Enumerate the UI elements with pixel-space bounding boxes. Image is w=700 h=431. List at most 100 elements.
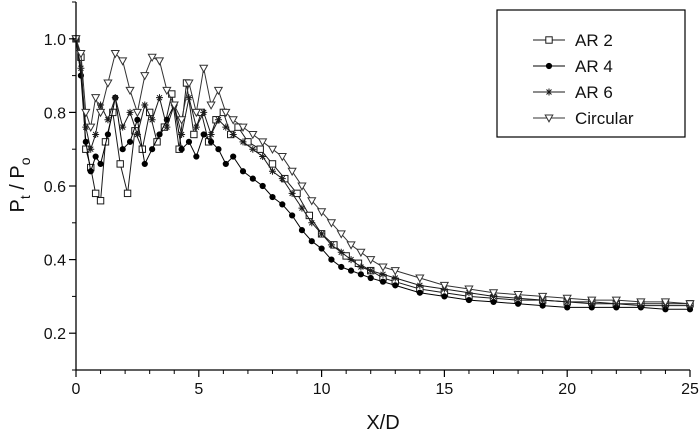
data-point-3-14 (162, 86, 172, 96)
data-point-1-6 (104, 131, 112, 138)
data-point-1-13 (156, 131, 163, 138)
data-point-1-43 (490, 298, 497, 306)
data-point-1-2 (82, 138, 89, 145)
data-point-3-31 (307, 197, 317, 206)
data-point-3-9 (125, 86, 135, 96)
data-point-1-12 (149, 146, 156, 153)
data-point-2-19 (200, 108, 208, 116)
series-line-1 (75, 38, 690, 310)
y-title-p2: P (7, 165, 29, 178)
series-line-2 (75, 38, 690, 307)
data-point-2-13 (156, 94, 164, 102)
data-point-1-19 (200, 131, 207, 138)
legend-marker-0 (545, 36, 553, 44)
data-point-1-5 (97, 160, 104, 168)
data-point-3-46 (562, 294, 572, 304)
data-point-0-8 (116, 160, 124, 168)
data-point-2-20 (207, 130, 215, 138)
data-point-1-9 (126, 138, 134, 145)
data-point-1-35 (347, 267, 355, 274)
data-point-2-39 (391, 274, 399, 282)
legend-marker-1 (545, 62, 553, 70)
data-point-3-49 (636, 298, 646, 307)
y-title-p1: P (7, 199, 29, 212)
data-point-2-26 (259, 153, 267, 161)
data-point-2-30 (298, 204, 306, 212)
legend-marker-2 (545, 88, 553, 96)
data-point-3-48 (611, 296, 621, 305)
data-point-2-6 (104, 116, 112, 124)
data-point-2-27 (268, 167, 276, 175)
legend-entry-3: Circular (533, 109, 634, 128)
data-point-2-4 (92, 130, 100, 138)
data-point-1-25 (249, 175, 256, 182)
legend-entry-1: AR 4 (533, 57, 613, 76)
y-axis-title: Pt / Po (7, 157, 33, 212)
data-point-2-10 (133, 130, 141, 138)
data-point-2-8 (119, 123, 127, 131)
legend-box (496, 9, 686, 138)
data-point-2-16 (178, 130, 186, 138)
data-point-3-35 (346, 241, 356, 250)
data-point-0-5 (96, 197, 105, 205)
y-tick-label-0: 0.2 (44, 326, 66, 343)
data-point-1-18 (193, 153, 200, 160)
y-title-sub2: o (17, 157, 33, 165)
data-point-3-16 (176, 116, 187, 125)
data-point-1-31 (308, 238, 315, 245)
data-point-1-32 (318, 245, 325, 252)
data-point-3-47 (587, 296, 597, 305)
data-point-3-1 (76, 50, 86, 59)
legend-entries: AR 2 AR 4 AR 6 Circular (533, 31, 634, 128)
data-point-1-33 (328, 256, 335, 263)
series-line-3 (75, 38, 691, 305)
data-point-1-16 (178, 146, 185, 153)
data-point-3-42 (464, 285, 474, 294)
data-point-3-38 (378, 263, 388, 272)
data-point-0-9 (123, 189, 132, 198)
data-point-3-28 (277, 153, 287, 162)
ticks-layer: 0 5 10 15 20 25 0.2 0.4 0.6 0.8 1.0 (44, 1, 699, 398)
data-point-2-23 (229, 130, 237, 138)
data-point-1-36 (357, 271, 364, 278)
data-point-1-39 (392, 282, 399, 289)
data-point-2-21 (214, 116, 222, 124)
data-point-2-25 (249, 145, 257, 153)
series-layer (71, 35, 695, 313)
legend-label-2: AR 6 (575, 83, 613, 102)
data-point-1-24 (239, 168, 247, 175)
data-point-3-45 (537, 292, 548, 302)
y-title-slash: / (7, 179, 29, 196)
data-point-1-4 (92, 153, 99, 160)
data-point-3-50 (660, 298, 671, 307)
data-point-2-14 (163, 123, 171, 131)
legend-entry-2: AR 6 (533, 83, 613, 102)
data-point-2-2 (82, 123, 90, 131)
data-point-1-11 (141, 160, 148, 168)
data-point-2-37 (367, 267, 375, 275)
data-point-2-40 (416, 281, 424, 289)
data-point-3-22 (221, 108, 231, 118)
y-tick-label-1: 0.4 (44, 253, 66, 270)
data-point-3-29 (287, 167, 297, 177)
data-point-0-27 (268, 160, 277, 168)
data-point-2-28 (278, 175, 286, 183)
data-point-1-21 (215, 146, 222, 153)
y-title-sub1: t (17, 195, 33, 199)
data-point-1-41 (441, 293, 448, 300)
data-point-1-40 (416, 289, 423, 296)
data-point-1-28 (279, 201, 286, 208)
data-point-3-44 (513, 291, 523, 300)
y-tick-label-2: 0.6 (44, 179, 66, 196)
data-point-3-32 (316, 208, 327, 217)
data-point-2-18 (192, 123, 200, 131)
data-point-3-7 (110, 50, 120, 59)
data-point-3-11 (140, 72, 150, 81)
data-point-3-8 (118, 57, 128, 66)
data-point-3-37 (366, 256, 376, 265)
data-point-1-3 (87, 168, 94, 175)
data-point-3-17 (184, 79, 194, 88)
data-point-0-18 (190, 130, 198, 139)
data-point-0-26 (256, 145, 264, 153)
